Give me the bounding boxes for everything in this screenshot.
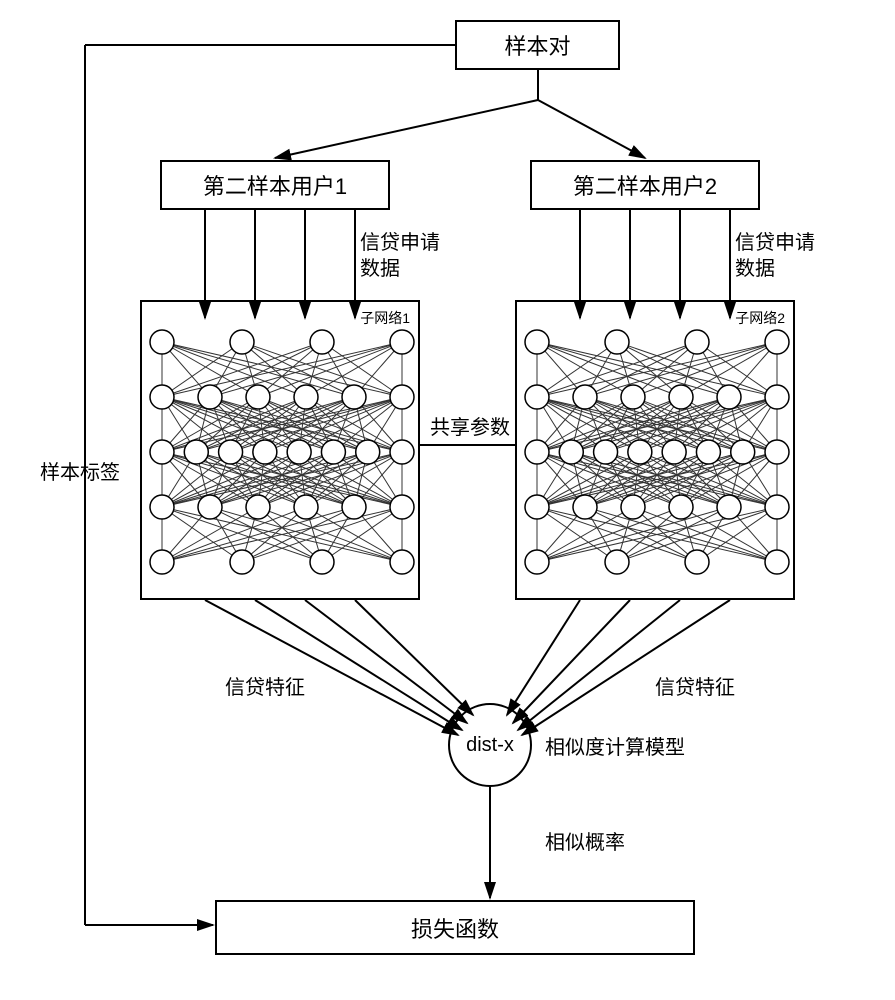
credit-data2-label: 信贷申请 数据 [735,230,815,282]
subnet2-frame: 子网络2 [515,300,795,600]
sample-label-text: 样本标签 [40,460,120,486]
user1-text: 第二样本用户1 [203,169,347,201]
sample-pair-box: 样本对 [455,20,620,70]
user2-text: 第二样本用户2 [573,169,717,201]
sample-pair-text: 样本对 [504,29,570,61]
loss-box: 损失函数 [215,900,695,955]
sim-prob-label: 相似概率 [545,830,625,856]
credit-feat1-label: 信贷特征 [225,675,305,701]
subnet2-label: 子网络2 [735,308,785,328]
dist-node: dist-x [448,703,532,787]
credit-data1-label: 信贷申请 数据 [360,230,440,282]
user2-box: 第二样本用户2 [530,160,760,210]
shared-params-label: 共享参数 [430,415,510,441]
credit-feat2-label: 信贷特征 [655,675,735,701]
subnet2-svg [517,302,797,602]
subnet1-label: 子网络1 [360,308,410,328]
subnet1-frame: 子网络1 [140,300,420,600]
dist-text: dist-x [466,734,514,757]
loss-text: 损失函数 [411,912,499,944]
sim-model-label: 相似度计算模型 [545,735,685,761]
user1-box: 第二样本用户1 [160,160,390,210]
subnet1-svg [142,302,422,602]
